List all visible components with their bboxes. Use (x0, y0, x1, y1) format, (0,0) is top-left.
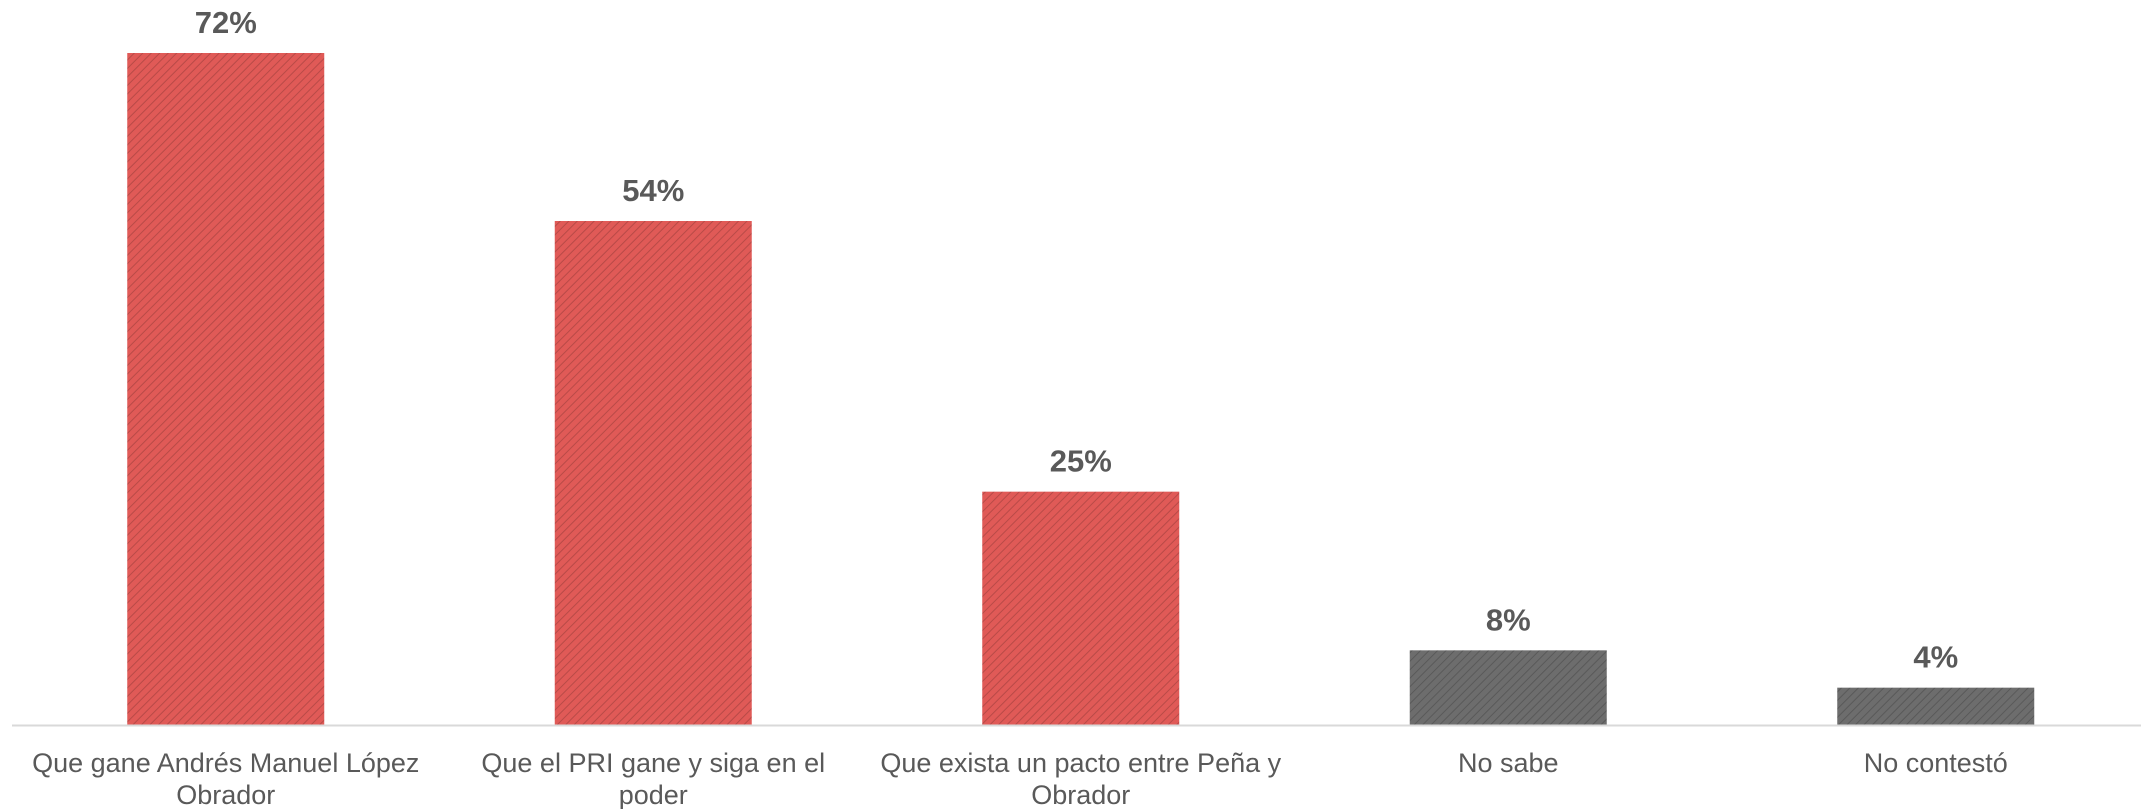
bar-3 (982, 491, 1180, 725)
category-label-line: No sabe (1458, 748, 1559, 778)
bar-5 (1837, 687, 2035, 725)
category-label-line: Que el PRI gane y siga en el (481, 748, 825, 778)
data-label-3: 25% (1050, 444, 1112, 479)
category-label-line: poder (619, 780, 688, 809)
category-label-5: No contestó (1864, 748, 2008, 778)
category-label-2: Que el PRI gane y siga en el poder (481, 748, 825, 809)
category-label-3: Que exista un pacto entre Peña y Obrador (880, 748, 1281, 809)
data-label-1: 72% (195, 5, 257, 40)
category-label-1: Que gane Andrés Manuel López Obrador (32, 748, 419, 809)
data-label-5: 4% (1913, 640, 1958, 675)
bar-4 (1409, 650, 1607, 725)
bars-layer (127, 53, 2035, 725)
data-label-2: 54% (622, 173, 684, 208)
category-label-line: Obrador (176, 780, 275, 809)
bar-1 (127, 53, 325, 725)
category-label-line: Que exista un pacto entre Peña y (880, 748, 1281, 778)
category-label-line: Obrador (1031, 780, 1130, 809)
category-label-line: No contestó (1864, 748, 2008, 778)
labels-layer: 72% 54% 25% 8% 4% (195, 5, 1958, 675)
bar-2 (554, 221, 752, 725)
category-label-line: Que gane Andrés Manuel López (32, 748, 419, 778)
category-label-4: No sabe (1458, 748, 1559, 778)
data-label-4: 8% (1486, 602, 1531, 637)
